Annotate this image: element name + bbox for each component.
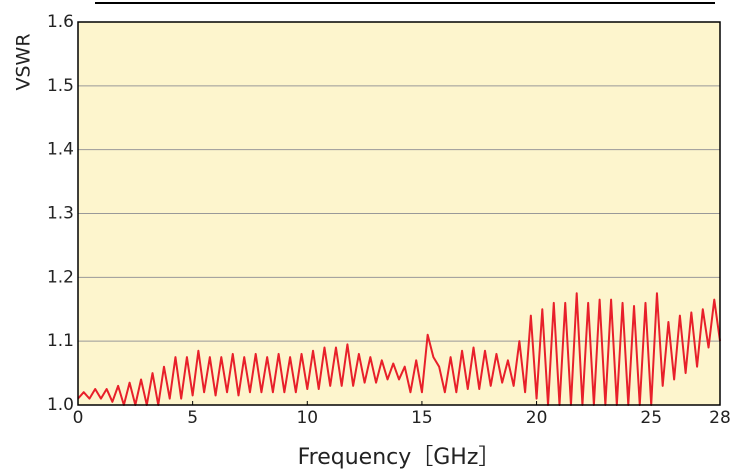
- x-tick-label: 0: [73, 408, 84, 428]
- y-tick-label: 1.0: [47, 395, 74, 415]
- y-axis-label: VSWR: [13, 33, 35, 90]
- x-tick-label: 10: [296, 408, 318, 428]
- x-axis-label: Frequency［GHz］: [298, 445, 501, 470]
- y-tick-label: 1.2: [47, 267, 74, 287]
- x-tick-label: 15: [411, 408, 433, 428]
- x-tick-label: 20: [526, 408, 548, 428]
- x-tick-label: 25: [640, 408, 662, 428]
- y-tick-label: 1.6: [47, 12, 74, 32]
- series-line: [77, 292, 721, 406]
- x-tick-label: 5: [187, 408, 198, 428]
- plot-frame: [77, 21, 721, 406]
- y-tick-label: 1.3: [47, 204, 74, 224]
- y-tick-label: 1.4: [47, 140, 74, 160]
- y-tick-label: 1.5: [47, 76, 74, 96]
- y-tick-label: 1.1: [47, 331, 74, 351]
- x-tick-label: 28: [709, 408, 731, 428]
